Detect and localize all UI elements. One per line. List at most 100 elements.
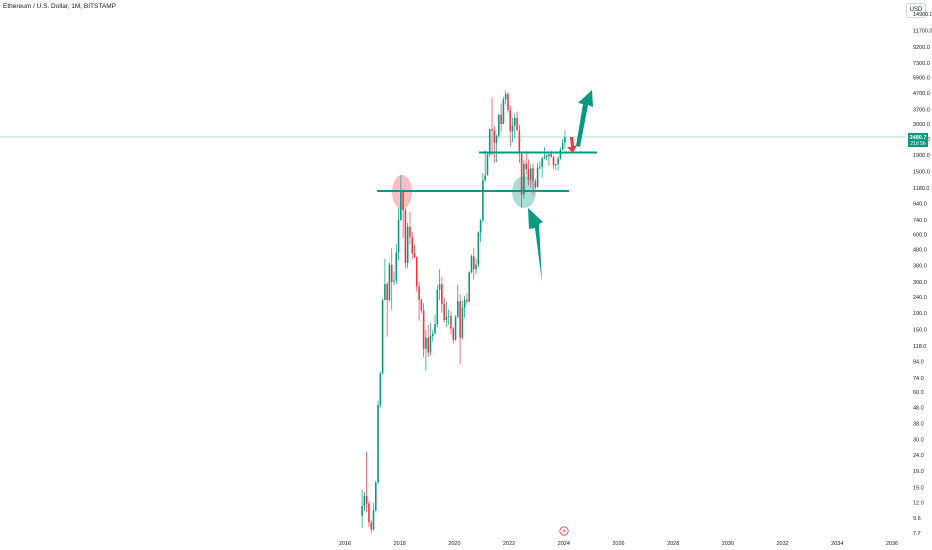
time-axis[interactable]: 2016 2018 2020 2022 2024 2026 2028 2030 2032 2034… (339, 541, 898, 547)
candle[interactable] (486, 153, 489, 176)
candle[interactable] (400, 175, 402, 221)
candle[interactable] (509, 105, 512, 147)
candle[interactable] (434, 314, 436, 335)
candle-body (513, 117, 516, 126)
candle[interactable] (498, 113, 500, 138)
candle[interactable] (541, 157, 543, 178)
candle[interactable] (555, 163, 557, 171)
candle[interactable] (404, 208, 407, 269)
candle[interactable] (461, 300, 464, 340)
candle[interactable] (402, 189, 404, 239)
candle[interactable] (422, 303, 425, 358)
arrow-down-red[interactable] (567, 137, 577, 153)
candle[interactable] (484, 150, 486, 182)
candle[interactable] (459, 294, 461, 365)
candle[interactable] (381, 298, 384, 375)
candle[interactable] (415, 256, 418, 292)
candle[interactable] (409, 211, 411, 245)
candle-body (457, 301, 459, 317)
candle[interactable] (450, 311, 452, 335)
currency-selector[interactable]: USD (906, 3, 926, 18)
candle[interactable] (504, 90, 507, 105)
candle[interactable] (441, 277, 443, 313)
candle[interactable] (525, 150, 527, 176)
candle[interactable] (518, 124, 521, 163)
candle[interactable] (429, 322, 432, 356)
candle[interactable] (548, 154, 550, 166)
candle[interactable] (564, 130, 566, 149)
candle[interactable] (552, 156, 555, 170)
candle[interactable] (379, 371, 382, 408)
candle[interactable] (534, 178, 537, 190)
candle[interactable] (395, 244, 398, 285)
candle[interactable] (500, 103, 502, 133)
candle[interactable] (468, 271, 471, 303)
candle[interactable] (491, 97, 493, 156)
candle[interactable] (388, 262, 391, 302)
candle[interactable] (393, 271, 395, 286)
candle[interactable] (495, 134, 498, 163)
candle[interactable] (443, 297, 445, 323)
candle[interactable] (511, 117, 514, 143)
candle[interactable] (527, 159, 530, 186)
candle[interactable] (516, 111, 518, 131)
candle[interactable] (413, 244, 416, 258)
candle[interactable] (472, 248, 475, 280)
candle[interactable] (418, 281, 420, 321)
candle[interactable] (502, 96, 505, 125)
candle-body (529, 168, 532, 180)
candle[interactable] (545, 154, 548, 161)
candle[interactable] (384, 258, 386, 301)
price-axis[interactable]: 14900.0 11700.0 9200.0 7300.0 5900.0 4700.0 37… (913, 12, 932, 537)
candle[interactable] (470, 254, 473, 274)
candle[interactable] (482, 172, 484, 223)
arrow-up-from-bottom[interactable] (528, 208, 543, 282)
candle[interactable] (431, 330, 434, 342)
candle[interactable] (436, 285, 439, 328)
arrow-up-target[interactable] (576, 90, 593, 147)
candle[interactable] (520, 152, 523, 209)
candle[interactable] (411, 232, 414, 259)
candle[interactable] (463, 295, 466, 318)
candle[interactable] (372, 503, 375, 531)
candle[interactable] (493, 126, 496, 163)
candle[interactable] (361, 489, 363, 528)
candle[interactable] (447, 309, 450, 325)
candle[interactable] (477, 231, 480, 268)
candle[interactable] (386, 281, 388, 337)
candle[interactable] (539, 161, 541, 170)
candle[interactable] (557, 156, 559, 171)
candle[interactable] (532, 163, 534, 195)
candle[interactable] (427, 324, 429, 358)
candle-body (420, 300, 423, 311)
candle[interactable] (523, 159, 525, 199)
candle[interactable] (479, 218, 482, 243)
candle[interactable] (454, 314, 457, 341)
lightning-icon[interactable] (559, 526, 569, 536)
candle[interactable] (377, 400, 379, 484)
candle[interactable] (529, 164, 532, 188)
candle[interactable] (425, 329, 427, 371)
candle[interactable] (420, 298, 423, 314)
candle[interactable] (438, 269, 441, 301)
candle[interactable] (390, 248, 393, 310)
candle[interactable] (365, 452, 368, 513)
candle[interactable] (452, 327, 455, 344)
candle-body (532, 168, 534, 182)
candle[interactable] (561, 138, 564, 151)
candle[interactable] (368, 500, 370, 528)
candle[interactable] (475, 258, 477, 275)
candle[interactable] (363, 492, 366, 512)
candle[interactable] (406, 222, 409, 269)
candle[interactable] (513, 113, 516, 139)
candle[interactable] (374, 480, 377, 512)
candle[interactable] (536, 163, 539, 188)
candle[interactable] (466, 292, 468, 305)
candle[interactable] (397, 208, 400, 261)
candle[interactable] (370, 520, 373, 533)
candle[interactable] (507, 92, 509, 113)
candle[interactable] (457, 284, 459, 319)
candle[interactable] (559, 147, 562, 160)
candle[interactable] (445, 301, 448, 328)
